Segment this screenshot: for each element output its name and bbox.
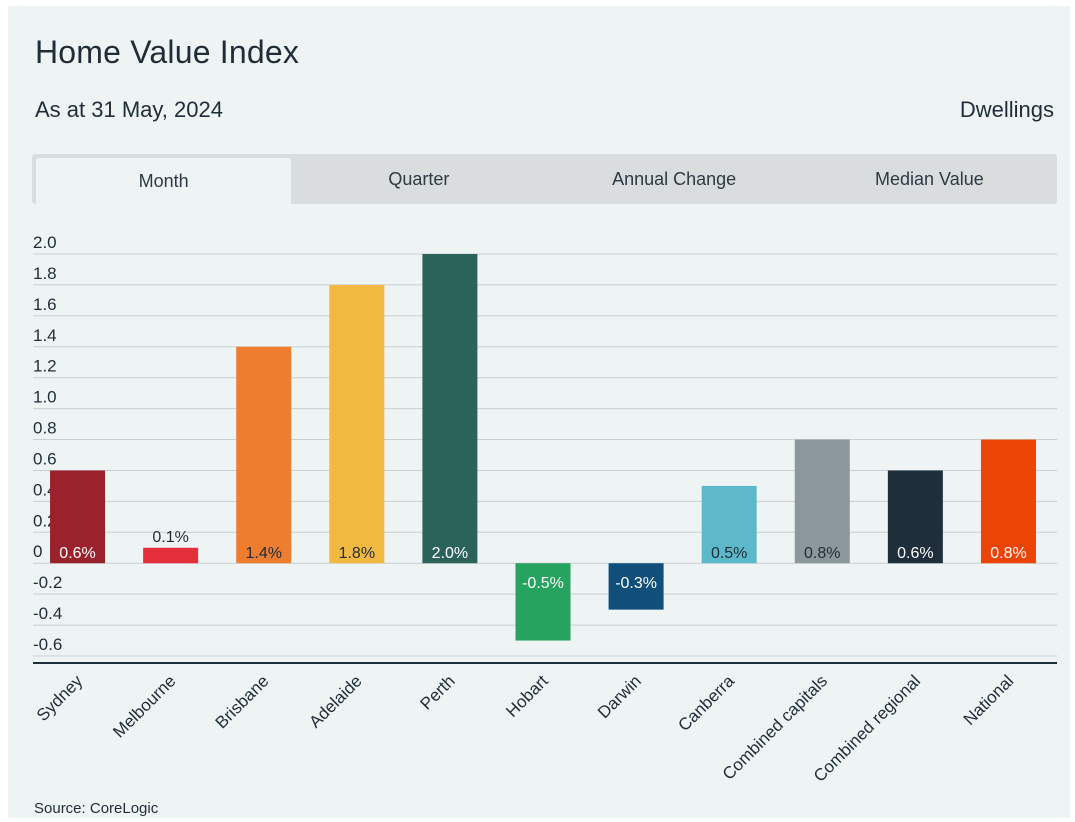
y-tick-label: 0.8 — [33, 419, 57, 438]
bar-sydney[interactable] — [50, 470, 106, 564]
x-tick-label: Darwin — [594, 671, 645, 722]
data-label: 1.4% — [245, 545, 281, 562]
data-label: 0.8% — [804, 545, 840, 562]
y-tick-label: 1.2 — [33, 357, 57, 376]
x-tick-label: National — [960, 671, 1018, 729]
y-tick-label: 1.6 — [33, 295, 57, 314]
source-note: Source: CoreLogic — [34, 800, 159, 817]
tab-month[interactable]: Month — [36, 158, 292, 204]
x-tick-label: Hobart — [502, 671, 552, 721]
bar-darwin[interactable] — [608, 563, 664, 610]
y-tick-label: 0 — [33, 542, 42, 561]
bar-hobart[interactable] — [515, 563, 571, 641]
y-tick-label: -0.4 — [33, 604, 62, 623]
period-tabs: Month Quarter Annual Change Median Value — [32, 154, 1057, 204]
tab-quarter[interactable]: Quarter — [388, 168, 450, 189]
page-title: Home Value Index — [35, 34, 300, 70]
property-type-label: Dwellings — [959, 97, 1054, 122]
tab-median-value[interactable]: Median Value — [875, 168, 984, 189]
x-tick-label: Adelaide — [305, 671, 365, 731]
y-tick-label: 1.8 — [33, 264, 57, 283]
data-label: -0.5% — [522, 575, 564, 592]
y-tick-label: -0.2 — [33, 573, 62, 592]
y-tick-label: 1.4 — [33, 326, 57, 345]
x-tick-label: Canberra — [674, 671, 738, 735]
y-tick-label: 2.0 — [33, 233, 57, 252]
x-tick-label: Brisbane — [212, 671, 273, 732]
bar-combined-regional[interactable] — [887, 470, 943, 564]
bar-canberra[interactable] — [701, 485, 757, 564]
data-label: 1.8% — [339, 545, 375, 562]
y-tick-label: 0.6 — [33, 449, 57, 468]
bar-brisbane[interactable] — [236, 346, 292, 564]
data-label: 0.6% — [897, 545, 933, 562]
bar-adelaide[interactable] — [329, 284, 385, 564]
x-tick-label: Sydney — [33, 671, 87, 725]
data-label: 0.6% — [59, 545, 95, 562]
x-tick-label: Perth — [417, 671, 459, 713]
bar-melbourne[interactable] — [143, 547, 199, 564]
data-label: -0.3% — [615, 575, 657, 592]
data-label: 2.0% — [432, 545, 468, 562]
data-label: 0.1% — [152, 529, 188, 546]
bar-national[interactable] — [980, 439, 1036, 564]
tab-annual-change[interactable]: Annual Change — [612, 168, 737, 189]
date-subtitle: As at 31 May, 2024 — [35, 97, 223, 122]
data-label: 0.8% — [990, 545, 1026, 562]
chart-card: Home Value Index As at 31 May, 2024 Dwel… — [8, 6, 1070, 818]
y-tick-label: 1.0 — [33, 388, 57, 407]
data-label: 0.5% — [711, 545, 747, 562]
y-tick-label: -0.6 — [33, 635, 62, 654]
bar-combined-capitals[interactable] — [794, 439, 850, 564]
bar-perth[interactable] — [422, 254, 478, 564]
x-tick-label: Melbourne — [109, 671, 179, 741]
